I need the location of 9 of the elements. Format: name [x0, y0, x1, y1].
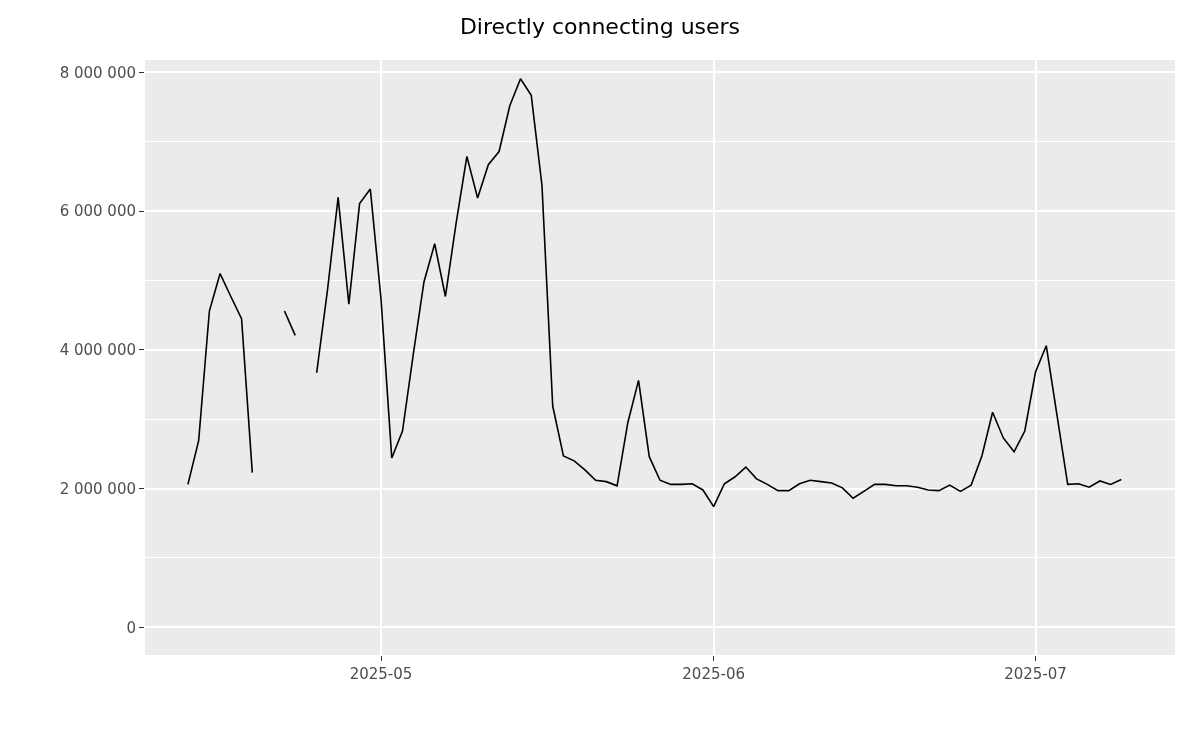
y-tick-label: 2 000 000 [59, 479, 136, 498]
y-tick-label: 4 000 000 [59, 341, 136, 360]
x-tick-label: 2025-07 [1004, 665, 1067, 683]
y-tick-label: 0 [126, 618, 136, 637]
x-tick-label: 2025-05 [349, 665, 413, 683]
y-tick-label: 8 000 000 [59, 63, 136, 82]
chart-title: Directly connecting users [459, 14, 741, 40]
y-tick-label: 6 000 000 [59, 202, 136, 221]
x-tick-label: 2025-06 [682, 665, 745, 683]
